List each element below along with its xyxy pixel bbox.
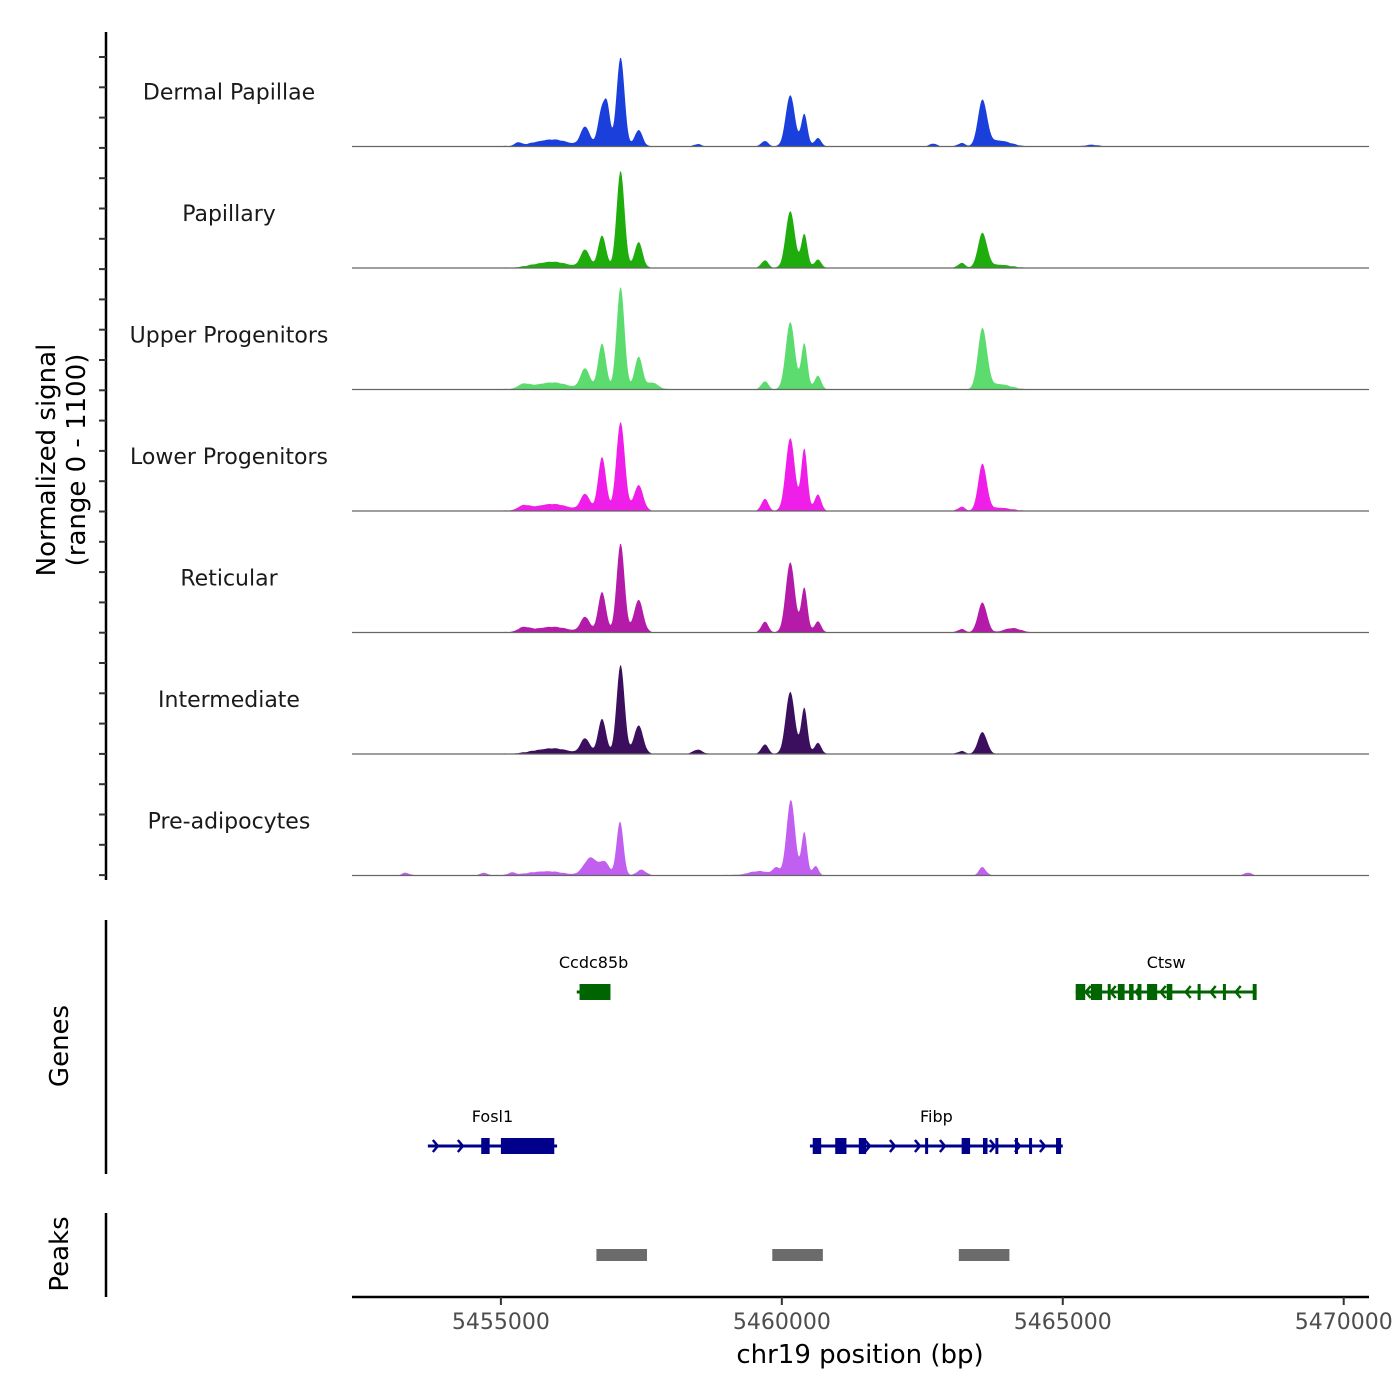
signal-area — [352, 543, 1369, 633]
exon — [1147, 984, 1158, 1000]
signal-area — [352, 665, 1369, 754]
strand-arrow — [913, 1139, 922, 1153]
track-dermal-papillae: Dermal Papillae — [143, 57, 1369, 148]
signal-area — [352, 57, 1369, 147]
track-label: Dermal Papillae — [143, 81, 315, 106]
exon — [995, 1138, 999, 1154]
signal-area — [352, 422, 1369, 511]
gene-ctsw: Ctsw — [1075, 953, 1257, 1000]
exon — [579, 984, 611, 1000]
track-label: Upper Progenitors — [130, 324, 329, 349]
exon — [1117, 984, 1125, 1000]
coverage-y-ticks — [99, 56, 106, 877]
x-axis-title: chr19 position (bp) — [736, 1340, 983, 1370]
genes-track-label: Genes — [45, 1005, 75, 1087]
gene-fosl1: Fosl1 — [427, 1107, 558, 1154]
exon — [500, 1138, 555, 1154]
strand-arrow — [1159, 985, 1167, 999]
track-label: Pre-adipocytes — [148, 810, 311, 835]
track-papillary: Papillary — [182, 171, 1369, 269]
signal-area — [352, 799, 1369, 876]
gene-fibp: Fibp — [809, 1107, 1063, 1154]
strand-arrow — [863, 1139, 872, 1153]
y-axis-title-line-1: Normalized signal — [32, 344, 62, 577]
strand-arrow — [888, 1139, 897, 1153]
x-axis-ticks: 5455000 5460000 5465000 5470000 — [452, 1297, 1393, 1335]
exon — [835, 1138, 847, 1154]
exon — [1252, 984, 1257, 1000]
exon — [1075, 984, 1086, 1000]
exon — [1015, 1138, 1019, 1154]
gene-label: Ccdc85b — [559, 953, 628, 972]
exon — [982, 1138, 988, 1154]
gene-label: Fibp — [920, 1107, 953, 1126]
peak-region — [596, 1249, 647, 1261]
strand-arrow — [1038, 1139, 1047, 1153]
exon — [961, 1138, 971, 1154]
signal-area — [352, 171, 1369, 268]
signal-area — [352, 287, 1369, 390]
exon — [1129, 984, 1134, 1000]
exon — [1137, 984, 1142, 1000]
track-label: Papillary — [182, 202, 276, 227]
track-upper-progenitors: Upper Progenitors — [130, 287, 1369, 391]
gene-label: Fosl1 — [472, 1107, 513, 1126]
peaks-track-title: Peaks — [45, 1216, 75, 1291]
exon — [1197, 984, 1201, 1000]
y-axis-title: Normalized signal (range 0 - 1100) — [32, 344, 92, 577]
genes-track-title: Genes — [45, 1005, 75, 1087]
coverage-tracks: Dermal Papillae Papillary Upper Progenitor… — [130, 57, 1369, 877]
gene-ccdc85b: Ccdc85b — [559, 953, 628, 1000]
exon — [1107, 984, 1111, 1000]
gene-label: Ctsw — [1147, 953, 1186, 972]
x-tick-label: 5470000 — [1295, 1310, 1393, 1335]
x-tick-label: 5455000 — [452, 1310, 550, 1335]
gene-models: Ccdc85b Ctsw Fosl1 Fibp — [427, 953, 1257, 1154]
peak-regions — [596, 1249, 1010, 1261]
exon — [1222, 984, 1226, 1000]
exon — [1090, 984, 1103, 1000]
strand-arrow — [456, 1139, 465, 1153]
track-lower-progenitors: Lower Progenitors — [130, 422, 1369, 512]
peak-region — [772, 1249, 823, 1261]
exon — [1056, 1138, 1062, 1154]
exon — [812, 1138, 822, 1154]
x-tick-label: 5465000 — [1014, 1310, 1112, 1335]
strand-arrow — [431, 1139, 440, 1153]
track-label: Intermediate — [158, 688, 300, 713]
strand-arrow — [988, 1139, 997, 1153]
strand-arrow — [1184, 985, 1192, 999]
track-label: Lower Progenitors — [130, 445, 328, 470]
exon — [858, 1138, 867, 1154]
track-reticular: Reticular — [180, 543, 1369, 634]
peak-region — [958, 1249, 1010, 1261]
y-axis-title-line-2: (range 0 - 1100) — [62, 354, 92, 567]
strand-arrow — [1234, 985, 1242, 999]
x-tick-label: 5460000 — [733, 1310, 831, 1335]
exon — [481, 1138, 490, 1154]
exon — [925, 1138, 929, 1154]
peaks-track-label: Peaks — [45, 1216, 75, 1291]
track-pre-adipocytes: Pre-adipocytes — [148, 799, 1369, 877]
exon — [1166, 984, 1173, 1000]
strand-arrow — [1084, 985, 1092, 999]
exon — [1029, 1138, 1033, 1154]
track-label: Reticular — [180, 567, 278, 592]
strand-arrow — [938, 1139, 947, 1153]
track-intermediate: Intermediate — [158, 665, 1369, 755]
strand-arrow — [1209, 985, 1217, 999]
